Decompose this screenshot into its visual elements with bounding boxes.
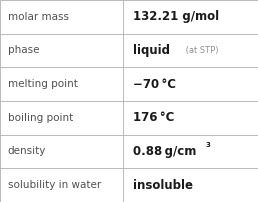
Text: 0.88 g/cm: 0.88 g/cm (133, 145, 196, 158)
Text: 132.21 g/mol: 132.21 g/mol (133, 10, 219, 23)
Text: boiling point: boiling point (8, 113, 73, 123)
Text: −70 °C: −70 °C (133, 78, 176, 91)
Text: solubility in water: solubility in water (8, 180, 101, 190)
Text: 3: 3 (205, 142, 210, 148)
Text: (at STP): (at STP) (183, 46, 219, 55)
Text: phase: phase (8, 45, 39, 56)
Text: liquid: liquid (133, 44, 170, 57)
Text: melting point: melting point (8, 79, 78, 89)
Text: density: density (8, 146, 46, 157)
Text: molar mass: molar mass (8, 12, 69, 22)
Text: insoluble: insoluble (133, 179, 193, 192)
Text: 176 °C: 176 °C (133, 111, 174, 124)
